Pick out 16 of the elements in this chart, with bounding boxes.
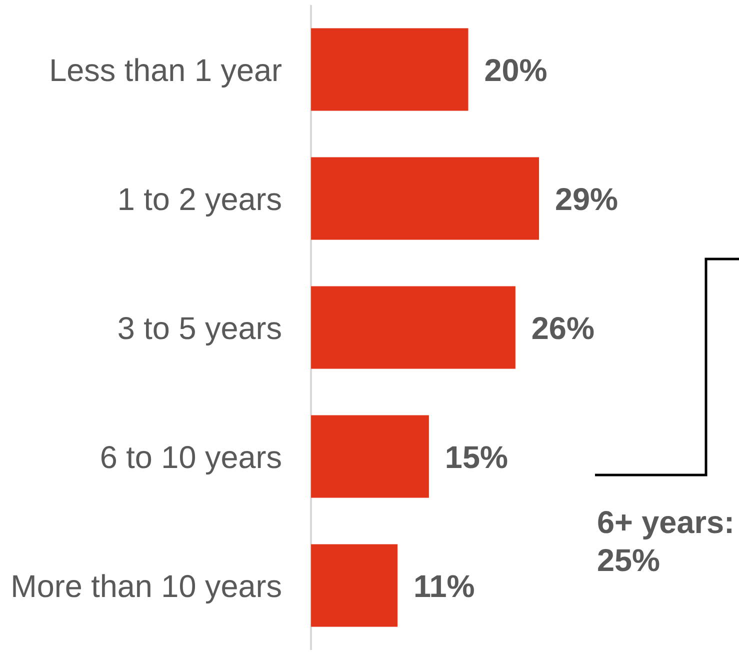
- bar: [311, 286, 516, 369]
- y-tick-label: Less than 1 year: [49, 52, 282, 88]
- y-tick-label: More than 10 years: [10, 568, 282, 604]
- y-tick-label: 1 to 2 years: [117, 180, 282, 217]
- data-label: 29%: [555, 180, 618, 217]
- y-tick-label: 6 to 10 years: [100, 438, 282, 475]
- bar: [311, 544, 398, 627]
- y-tick-label: 3 to 5 years: [117, 310, 282, 346]
- bar: [311, 415, 429, 498]
- bar: [311, 157, 539, 240]
- text: 6+ years: 25%: [597, 504, 734, 578]
- data-label: 15%: [444, 438, 508, 475]
- bar: [311, 28, 468, 111]
- data-label: 26%: [531, 310, 594, 346]
- data-label: 11%: [413, 568, 475, 604]
- data-label: 20%: [484, 52, 548, 88]
